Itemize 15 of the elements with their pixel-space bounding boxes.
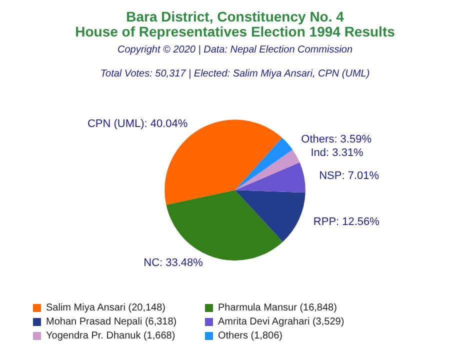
legend-label: Pharmula Mansur (16,848) bbox=[218, 302, 337, 314]
data-label: RPP: 12.56% bbox=[313, 216, 380, 228]
legend-label: Others (1,806) bbox=[218, 330, 282, 342]
data-label: NSP: 7.01% bbox=[319, 170, 380, 182]
chart-title: Bara District, Constituency No. 4 House of Representatives Election 1994 Results bbox=[75, 8, 396, 40]
legend-label: Salim Miya Ansari (20,148) bbox=[46, 302, 166, 314]
data-label: Ind: 3.31% bbox=[310, 146, 364, 159]
text: Total Votes: 50,317 | Elected: Salim Miya Ansari, CPN (UML) bbox=[100, 68, 370, 80]
chart-subtitle: Copyright © 2020 | Data: Nepal Election Commission bbox=[117, 44, 353, 56]
data-label: CPN (UML): 40.04% bbox=[87, 118, 188, 130]
legend-label: Amrita Devi Agrahari (3,529) bbox=[218, 316, 344, 328]
legend-label: Yogendra Pr. Dhanuk (1,668) bbox=[46, 330, 176, 342]
data-label: NC: 33.48% bbox=[144, 256, 204, 269]
legend-label: Mohan Prasad Nepali (6,318) bbox=[46, 316, 177, 328]
data-label: Others: 3.59% bbox=[301, 133, 372, 146]
